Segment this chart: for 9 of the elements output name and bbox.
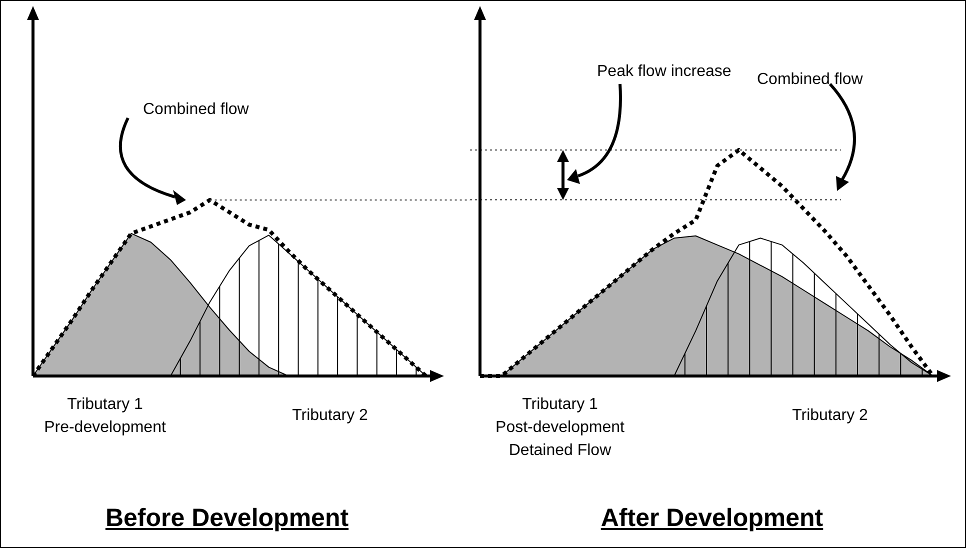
series-label: Tributary 2 [292,406,368,426]
text: Peak flow increase [597,62,732,82]
series-label: Tributary 2 [792,406,868,426]
text: After Development [600,504,824,533]
series-label: Tributary 1 Pre-development [44,395,166,438]
text: Before Development [105,504,349,533]
series-label: Tributary 1 Post-development Detained Flow [496,395,624,461]
text: Combined flow [757,70,863,90]
text: Combined flow [143,100,249,120]
